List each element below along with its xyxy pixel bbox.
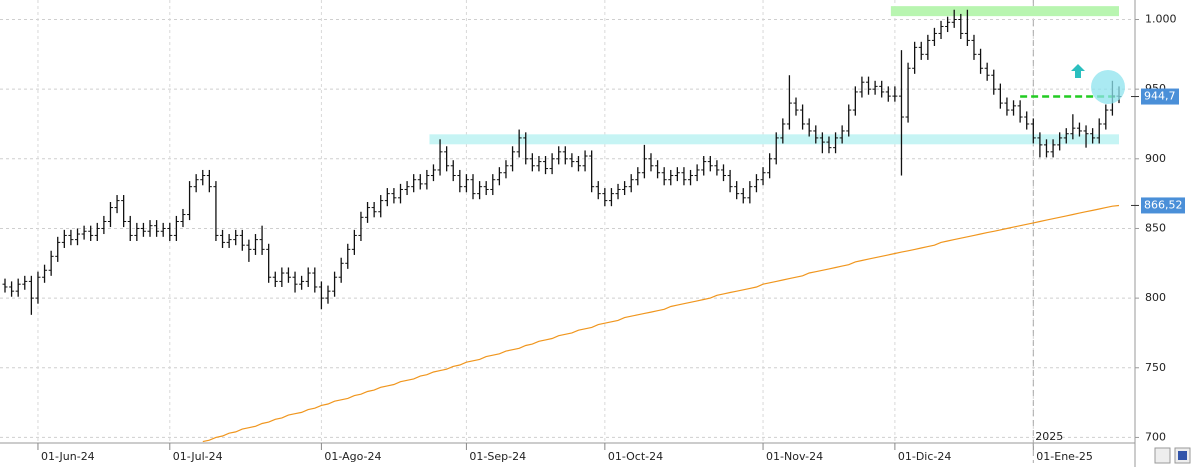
x-tick-label: 01-Oct-24 — [608, 450, 663, 463]
y-tick-label: 750 — [1145, 361, 1166, 374]
save-icon[interactable] — [1178, 451, 1187, 460]
y-tick-label: 700 — [1145, 430, 1166, 443]
price-tag — [1141, 88, 1179, 105]
x-tick-label: 01-Jul-24 — [173, 450, 223, 463]
level-band — [429, 134, 1119, 145]
x-tick-label: 01-Ago-24 — [324, 450, 381, 463]
x-tick-label: 01-Nov-24 — [766, 450, 823, 463]
moving-average — [202, 204, 1120, 443]
y-tick-label: 900 — [1145, 152, 1166, 165]
x-tick-label: 01-Dic-24 — [898, 450, 952, 463]
y-tick-label: 800 — [1145, 291, 1166, 304]
price-tag — [1141, 197, 1185, 214]
x-tick-label: 01-Ene-25 — [1036, 450, 1093, 463]
y-tick-label: 1.000 — [1145, 13, 1177, 26]
x-tick-label: 01-Sep-24 — [469, 450, 526, 463]
icon[interactable] — [1154, 447, 1171, 464]
level-band — [890, 6, 1119, 17]
price-tag-label: 866,52 — [1144, 198, 1183, 211]
price-tag-label: 944,7 — [1144, 90, 1176, 103]
year-label: 2025 — [1035, 430, 1063, 443]
up-arrow — [1071, 64, 1085, 78]
y-tick-label: 850 — [1145, 221, 1166, 234]
highlight-circle — [1091, 70, 1125, 104]
x-tick-label: 01-Jun-24 — [41, 450, 95, 463]
